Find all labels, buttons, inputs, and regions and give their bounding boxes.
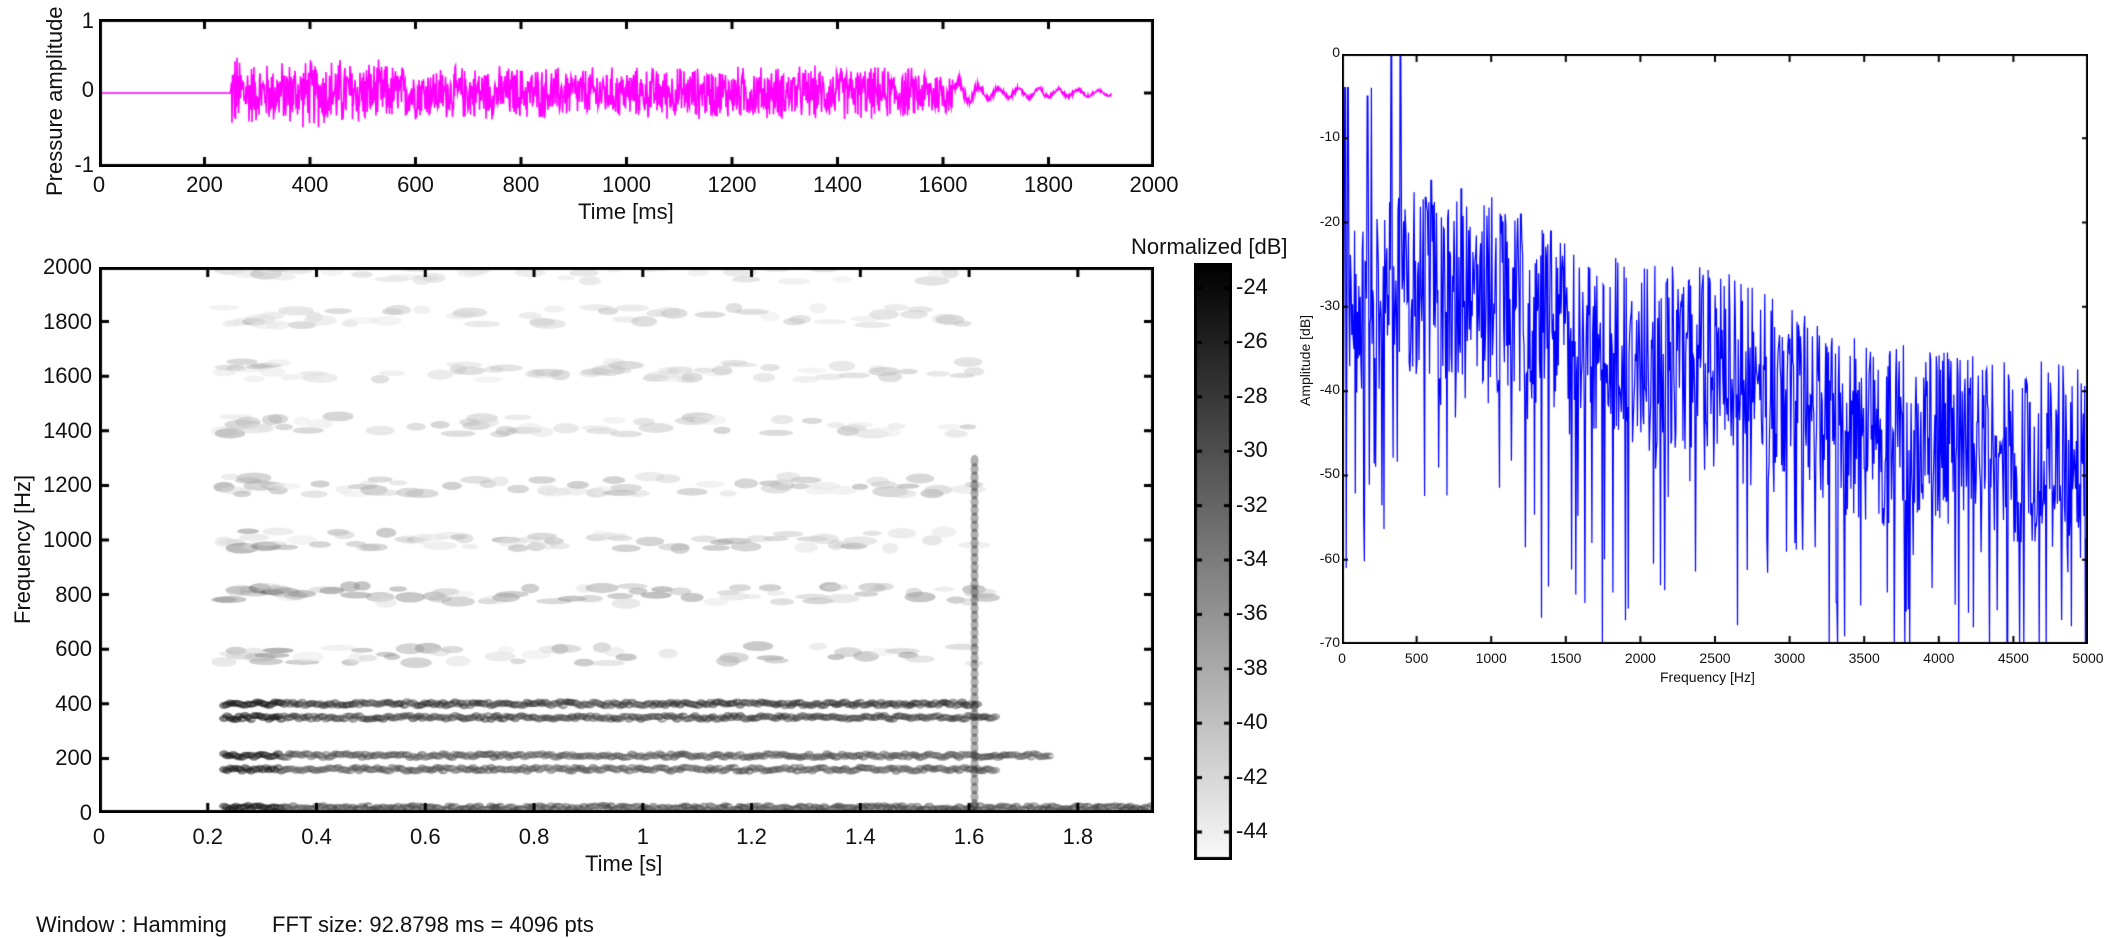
tick-label: 1000: [602, 172, 651, 197]
colorbar-label: Normalized [dB]: [1131, 234, 1288, 259]
spectrogram-canvas: [99, 267, 1154, 813]
tick-label: 1600: [918, 172, 968, 197]
tick-label: -20: [1319, 212, 1340, 229]
tick-label: 1.2: [736, 824, 767, 849]
tick-label: 2500: [1699, 650, 1731, 666]
fft-size-info: FFT size: 92.8798 ms = 4096 pts: [272, 912, 594, 937]
tick-label: 0.8: [518, 824, 550, 849]
tick-label: 1200: [43, 472, 92, 498]
tick-label: 0: [1338, 650, 1346, 666]
tick-label: 500: [1404, 650, 1429, 666]
tick-label: 1000: [1475, 650, 1507, 666]
tick-label: -38: [1236, 654, 1268, 680]
spectrogram-plot: [99, 267, 1154, 813]
tick-label: -60: [1319, 549, 1340, 566]
tick-label: 2000: [1624, 650, 1656, 666]
tick-label: -26: [1236, 328, 1268, 354]
tick-label: 200: [55, 745, 92, 771]
tick-label: 400: [55, 690, 92, 716]
spectrogram-x-label: Time [s]: [585, 851, 663, 876]
tick-label: 400: [291, 172, 329, 197]
tick-label: 0: [92, 172, 106, 197]
tick-label: 5000: [2072, 650, 2104, 666]
tick-label: 800: [55, 581, 92, 607]
tick-label: -1: [74, 152, 94, 177]
tick-label: 600: [55, 636, 92, 662]
tick-label: -42: [1236, 763, 1268, 789]
tick-label: 3500: [1848, 650, 1880, 666]
tick-label: 1000: [43, 527, 92, 552]
tick-label: 0: [1332, 44, 1340, 60]
tick-label: 0.6: [409, 824, 441, 849]
tick-label: 0.2: [192, 824, 224, 849]
tick-label: -10: [1319, 128, 1340, 145]
tick-label: 1800: [43, 308, 92, 334]
tick-label: 4500: [1997, 650, 2029, 666]
waveform-plot: [99, 19, 1154, 167]
tick-label: 600: [397, 172, 434, 197]
tick-label: 1: [636, 824, 649, 849]
window-info: Window : Hamming: [36, 912, 227, 937]
tick-label: 200: [186, 172, 223, 197]
tick-label: 0.4: [301, 824, 332, 849]
tick-label: 1.8: [1062, 824, 1094, 849]
tick-label: -40: [1236, 709, 1268, 735]
tick-label: 4000: [1923, 650, 1955, 666]
tick-label: 2000: [43, 254, 92, 279]
tick-label: 1600: [43, 363, 92, 389]
tick-label: -36: [1236, 600, 1268, 626]
spectrum-plot: [1342, 54, 2088, 644]
tick-label: 0: [81, 77, 94, 102]
tick-label: 800: [502, 172, 540, 197]
tick-label: 1.4: [845, 824, 876, 849]
tick-label: 0: [79, 800, 92, 825]
tick-label: -70: [1319, 634, 1340, 650]
tick-label: -44: [1236, 818, 1268, 843]
tick-label: -50: [1319, 465, 1340, 482]
tick-label: -28: [1236, 382, 1268, 408]
waveform-y-label: Pressure amplitude: [42, 6, 67, 196]
tick-label: -34: [1236, 546, 1268, 571]
colorbar-canvas: [1194, 263, 1232, 860]
tick-label: 1: [81, 8, 94, 33]
tick-label: 2000: [1129, 172, 1179, 197]
spectrum-x-label: Frequency [Hz]: [1660, 669, 1755, 685]
spectrum-canvas: [1342, 54, 2088, 644]
tick-label: 1400: [813, 172, 862, 197]
spectrum-y-label: Amplitude [dB]: [1297, 314, 1313, 406]
tick-label: 1400: [43, 417, 92, 443]
tick-label: 1800: [1024, 172, 1073, 197]
waveform-x-label: Time [ms]: [578, 199, 674, 224]
colorbar: [1194, 263, 1232, 860]
waveform-canvas: [99, 19, 1154, 167]
tick-label: -32: [1236, 491, 1268, 517]
tick-label: -40: [1319, 381, 1340, 398]
tick-label: 1200: [707, 172, 757, 197]
spectrogram-y-label: Frequency [Hz]: [10, 474, 35, 624]
tick-label: 1500: [1550, 650, 1582, 666]
tick-label: -30: [1236, 437, 1268, 463]
tick-label: -30: [1319, 296, 1340, 313]
tick-label: 0: [92, 824, 106, 849]
tick-label: -24: [1236, 274, 1268, 299]
tick-label: 3000: [1774, 650, 1806, 666]
tick-label: 1.6: [953, 824, 985, 849]
